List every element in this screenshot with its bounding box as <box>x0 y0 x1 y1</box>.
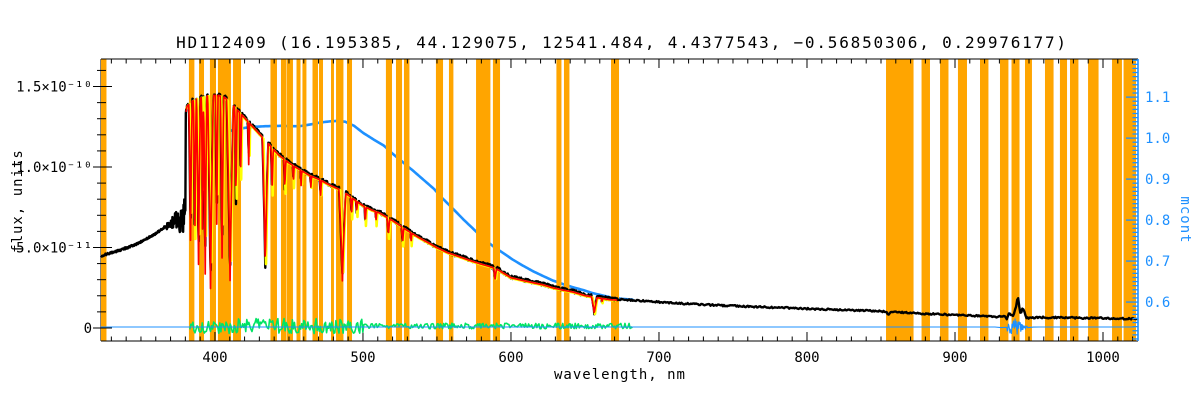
y-left-tick-label: 1.5×10⁻¹⁰ <box>16 80 92 96</box>
orange-mask-band <box>921 59 930 341</box>
x-tick-label: 600 <box>498 350 523 366</box>
x-tick-label: 700 <box>646 350 671 366</box>
x-axis-label: wavelength, nm <box>554 367 686 383</box>
orange-mask-band <box>435 59 444 341</box>
fit-curve-red <box>185 94 618 314</box>
orange-mask-band <box>556 59 562 341</box>
orange-mask-band <box>302 59 307 341</box>
right-axis-layer: 0.6 0.7 0.8 0.9 1.0 1.1 <box>1126 59 1170 341</box>
orange-mask-band <box>611 59 620 341</box>
zero-line-blue <box>101 318 1135 335</box>
orange-mask-band <box>999 59 1009 341</box>
orange-mask-band <box>296 59 301 341</box>
orange-mask-band <box>385 59 392 341</box>
orange-mask-band <box>886 59 914 341</box>
orange-mask-band <box>395 59 403 341</box>
orange-mask-band <box>280 59 287 341</box>
orange-mask-band <box>1011 59 1020 341</box>
orange-mask-band <box>980 59 989 341</box>
orange-mask-band <box>101 59 107 341</box>
y-right-tick-label: 0.6 <box>1145 295 1170 311</box>
x-tick-label: 900 <box>942 350 967 366</box>
y-right-tick-label: 1.0 <box>1145 131 1170 147</box>
orange-mask-band <box>1112 59 1122 341</box>
x-tick-label: 1000 <box>1086 350 1120 366</box>
y-left-axis-label: flux, units <box>10 149 26 253</box>
orange-mask-band <box>563 59 570 341</box>
orange-mask-band <box>312 59 318 341</box>
x-tick-label: 400 <box>202 350 227 366</box>
x-tick-label: 500 <box>350 350 375 366</box>
plot-title: HD112409 (16.195385, 44.129075, 12541.48… <box>176 33 1068 52</box>
y-left-tick-label: 1.0×10⁻¹⁰ <box>16 160 92 176</box>
x-tick-label: 800 <box>794 350 819 366</box>
y-right-tick-label: 1.1 <box>1145 90 1170 106</box>
orange-mask-band <box>319 59 324 341</box>
orange-mask-band <box>476 59 491 341</box>
orange-mask-band <box>270 59 277 341</box>
orange-mask-band <box>448 59 454 341</box>
y-right-tick-label: 0.9 <box>1145 172 1170 188</box>
y-left-tick-label: 5.0×10⁻¹¹ <box>16 240 92 256</box>
orange-mask-band <box>346 59 353 341</box>
y-right-tick-label: 0.8 <box>1145 213 1170 229</box>
orange-mask-band <box>1069 59 1079 341</box>
y-right-axis-label: mcont <box>1177 196 1193 243</box>
orange-mask-band <box>331 59 334 341</box>
under-layer <box>100 59 634 341</box>
orange-mask-band <box>1088 59 1099 341</box>
axes-frame-layer: 400 500 600 700 800 900 1000 0 5.0×10⁻¹¹ 1.0×10⁻¹… <box>16 58 1138 366</box>
y-left-tick-label: 0 <box>84 321 92 337</box>
orange-mask-band <box>957 59 967 341</box>
orange-mask-band <box>286 59 293 341</box>
orange-mask-band <box>1024 59 1032 341</box>
orange-mask-band <box>492 59 501 341</box>
y-right-tick-label: 0.7 <box>1145 254 1170 270</box>
orange-mask-band <box>1044 59 1054 341</box>
curves-layer <box>99 92 1138 335</box>
orange-mask-band <box>940 59 949 341</box>
orange-mask-band <box>403 59 410 341</box>
orange-mask-band <box>1059 59 1068 341</box>
